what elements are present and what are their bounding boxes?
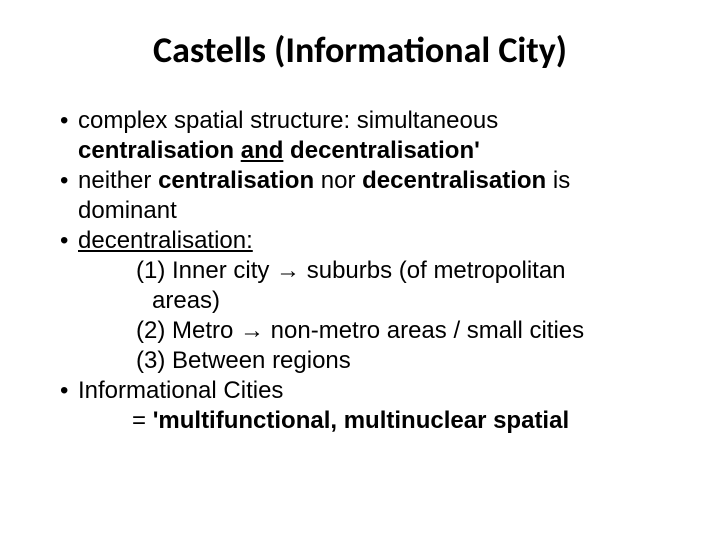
slide-title: Castells (Informational City) [60, 28, 660, 72]
b2-b: centralisation [158, 167, 314, 194]
bullet-4: • Informational Cities [60, 376, 660, 406]
bullet-3-text: decentralisation: [78, 226, 660, 256]
equals-line: = 'multifunctional, multinuclear spatial [60, 406, 660, 436]
sub-1: (1) Inner city → suburbs (of metropolita… [60, 256, 660, 286]
sub-2: (2) Metro → non-metro areas / small citi… [60, 316, 660, 346]
b2-d: decentralisation [362, 167, 553, 194]
bullet-4-text: Informational Cities [78, 376, 660, 406]
s1-b: suburbs (of metropolitan [300, 257, 565, 284]
bullet-1-cont-a: centralisation [78, 137, 241, 164]
b2-e: is [553, 167, 570, 194]
bullet-1-cont-c: decentralisation' [283, 137, 479, 164]
bullet-1-cont-b: and [241, 137, 284, 164]
bullet-2-cont: dominant [60, 196, 660, 226]
arrow-1: → [276, 257, 300, 284]
bullet-1-cont: centralisation and decentralisation' [60, 136, 660, 166]
slide-container: Castells (Informational City) • complex … [0, 0, 720, 540]
bullet-dot-3: • [60, 226, 78, 256]
bullet-dot-1: • [60, 106, 78, 136]
slide-body: • complex spatial structure: simultaneou… [60, 106, 660, 436]
bullet-2-text: neither centralisation nor decentralisat… [78, 166, 660, 196]
sub-3: (3) Between regions [60, 346, 660, 376]
bullet-dot-4: • [60, 376, 78, 406]
eq-b: 'multifunctional, multinuclear spatial [153, 407, 569, 434]
b2-c: nor [314, 167, 362, 194]
bullet-1: • complex spatial structure: simultaneou… [60, 106, 660, 136]
s2-b: non-metro areas / small cities [264, 317, 584, 344]
sub-1-cont: areas) [60, 286, 660, 316]
bullet-2: • neither centralisation nor decentralis… [60, 166, 660, 196]
s1-a: (1) Inner city [136, 257, 276, 284]
s2-a: (2) Metro [136, 317, 240, 344]
eq-a: = [132, 407, 153, 434]
bullet-dot-2: • [60, 166, 78, 196]
b2-a: neither [78, 167, 158, 194]
arrow-2: → [240, 317, 264, 344]
bullet-1-text: complex spatial structure: simultaneous [78, 106, 660, 136]
bullet-3: • decentralisation: [60, 226, 660, 256]
